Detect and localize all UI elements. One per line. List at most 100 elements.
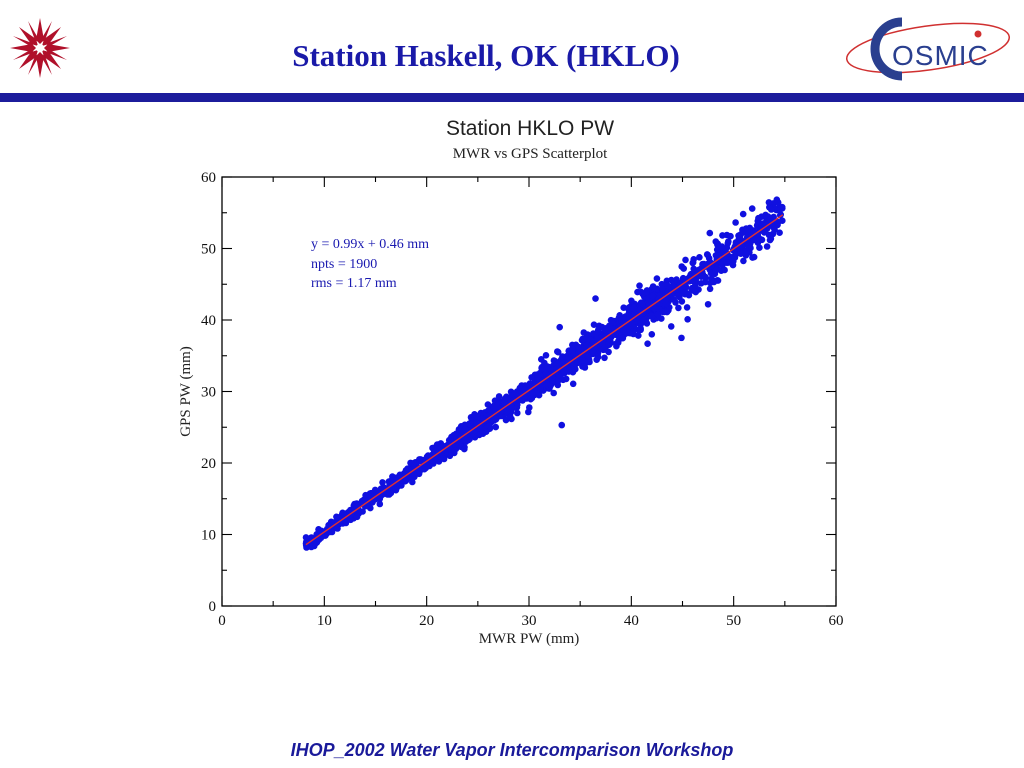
scatter-point bbox=[333, 513, 340, 521]
scatter-point bbox=[675, 304, 682, 312]
scatter-point bbox=[744, 242, 752, 249]
regression-line bbox=[305, 214, 784, 546]
y-tick-label: 40 bbox=[201, 313, 216, 329]
scatter-point bbox=[748, 205, 756, 212]
scatter-point bbox=[465, 420, 473, 428]
scatter-point bbox=[311, 539, 318, 547]
scatter-point bbox=[715, 243, 722, 251]
scatter-point bbox=[702, 278, 709, 286]
scatter-point bbox=[556, 323, 563, 331]
scatter-point bbox=[502, 416, 510, 424]
scatter-point bbox=[634, 288, 641, 296]
scatter-point bbox=[774, 199, 782, 206]
scatter-point bbox=[711, 270, 719, 278]
x-tick-label: 40 bbox=[624, 613, 639, 629]
scatter-point bbox=[678, 334, 685, 342]
scatter-point bbox=[387, 489, 395, 497]
x-tick-label: 0 bbox=[218, 613, 226, 629]
scatter-point bbox=[720, 259, 727, 267]
scatter-point bbox=[692, 288, 699, 296]
x-tick-label: 10 bbox=[317, 613, 332, 629]
scatter-point bbox=[777, 211, 784, 218]
y-tick-label: 50 bbox=[201, 242, 216, 258]
scatter-point bbox=[581, 364, 589, 371]
scatter-point bbox=[578, 336, 586, 344]
fit-equation: y = 0.99x + 0.46 mm bbox=[311, 237, 429, 252]
scatter-point bbox=[353, 513, 361, 521]
scatter-point bbox=[569, 347, 576, 354]
scatter-point bbox=[648, 331, 656, 338]
scatter-point bbox=[410, 471, 418, 479]
cosmic-logo-icon bbox=[845, 17, 1010, 81]
scatter-point bbox=[712, 238, 720, 245]
y-axis-label: GPS PW (mm) bbox=[178, 346, 194, 437]
chart-title: Station HKLO PW bbox=[445, 117, 615, 140]
scatter-point bbox=[768, 206, 775, 213]
fit-npts: npts = 1900 bbox=[311, 257, 377, 272]
scatter-point bbox=[492, 423, 500, 431]
scatter-point bbox=[750, 236, 757, 244]
scatter-point bbox=[777, 206, 784, 213]
scatter-point bbox=[602, 326, 609, 334]
scatter-point bbox=[554, 348, 562, 356]
scatter-point bbox=[620, 304, 627, 312]
scatter-point bbox=[542, 352, 550, 359]
x-tick-label: 30 bbox=[522, 613, 537, 629]
scatter-point bbox=[628, 320, 636, 327]
scatter-point bbox=[450, 431, 458, 439]
scatter-point bbox=[645, 298, 652, 306]
scatter-point bbox=[651, 305, 659, 312]
scatter-point bbox=[590, 330, 597, 337]
scatter-point bbox=[636, 282, 643, 289]
scatter-point bbox=[392, 486, 400, 494]
x-tick-label: 60 bbox=[829, 613, 844, 629]
scatter-point bbox=[727, 232, 734, 240]
scatter-point bbox=[528, 394, 536, 402]
scatter-point bbox=[637, 326, 644, 334]
scatter-point bbox=[537, 356, 545, 363]
scatter-point bbox=[438, 451, 445, 459]
scatter-point bbox=[739, 228, 746, 236]
axis-ticks bbox=[221, 176, 837, 607]
scatter-point bbox=[739, 210, 747, 218]
scatter-point bbox=[416, 456, 423, 463]
chart-subtitle: MWR vs GPS Scatterplot bbox=[452, 146, 608, 162]
scatter-point bbox=[765, 199, 773, 206]
scatter-point bbox=[543, 370, 550, 377]
y-tick-label: 30 bbox=[201, 385, 216, 401]
scatter-point bbox=[675, 291, 682, 299]
scatter-point bbox=[473, 412, 480, 420]
scatter-point bbox=[704, 300, 712, 308]
scatter-point bbox=[757, 236, 764, 243]
scatter-point bbox=[528, 374, 535, 381]
scatter-point bbox=[608, 318, 616, 326]
scatter-point bbox=[543, 381, 551, 389]
scatter-point bbox=[409, 478, 416, 486]
x-tick-labels: 0 10 20 30 40 50 60 bbox=[218, 613, 843, 629]
scatter-point bbox=[362, 491, 369, 499]
scatter-point bbox=[678, 263, 685, 270]
scatter-point bbox=[490, 404, 498, 412]
scatter-point bbox=[776, 229, 783, 236]
scatter-point bbox=[508, 403, 515, 411]
footer-text: IHOP_2002 Water Vapor Intercomparison Wo… bbox=[290, 740, 734, 760]
scatter-point bbox=[521, 386, 528, 394]
scatter-point bbox=[737, 250, 745, 257]
cosmic-logo-text: OSMIC bbox=[892, 40, 989, 71]
scatter-point bbox=[550, 389, 557, 397]
y-tick-label: 10 bbox=[201, 528, 216, 544]
scatter-point bbox=[649, 292, 656, 300]
scatter-point bbox=[689, 259, 696, 267]
scatter-point bbox=[618, 316, 625, 323]
scatter-point bbox=[558, 421, 566, 429]
scatter-point bbox=[767, 235, 775, 242]
scatter-point bbox=[756, 244, 763, 251]
scatter-point bbox=[706, 285, 714, 293]
scatter-point bbox=[529, 382, 537, 390]
scatter-point bbox=[755, 214, 762, 222]
scatter-point bbox=[565, 354, 573, 362]
scatter-point bbox=[477, 425, 485, 433]
scatter-point bbox=[639, 290, 646, 298]
scatter-point bbox=[750, 253, 758, 261]
scatter-point bbox=[762, 222, 769, 229]
